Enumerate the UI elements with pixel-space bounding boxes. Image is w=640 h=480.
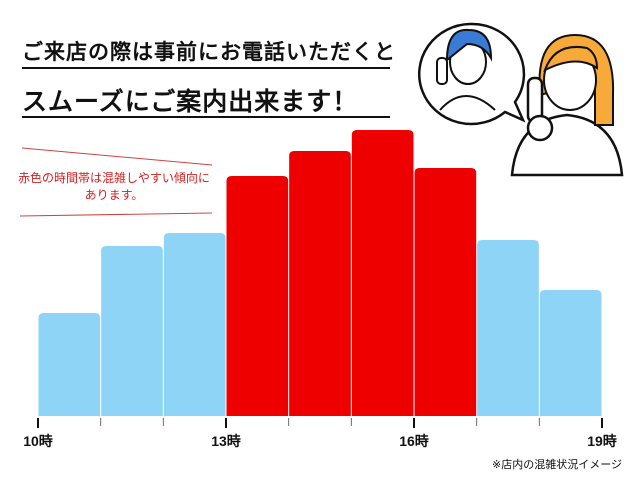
bar-13-14 [226, 176, 289, 416]
busy-time-annotation: 赤色の時間帯は混雑しやすい傾向に あります。 [14, 170, 214, 204]
headline-line-2: スムーズにご案内出来ます！ [22, 87, 359, 116]
headline-underline [22, 67, 390, 69]
bar-15-16 [351, 130, 414, 416]
x-tick-label: 10時 [23, 433, 53, 449]
bar-17-18 [477, 240, 539, 416]
annotation-line-top [21, 147, 213, 166]
x-tick-label: 19時 [587, 433, 617, 449]
annotation-text-line-1: 赤色の時間帯は混雑しやすい傾向に [18, 171, 210, 185]
bar-16-17 [414, 168, 477, 416]
bar-18-19 [539, 290, 602, 416]
bar-12-13 [163, 233, 226, 416]
x-tick-label: 16時 [399, 433, 429, 449]
annotation-line-bottom [19, 212, 213, 217]
woman-on-phone-speech-bubble-icon [417, 22, 526, 126]
bar-14-15 [289, 151, 351, 416]
annotation-text-line-2: あります。 [84, 188, 144, 202]
headline-underline [22, 116, 390, 118]
bar-11-12 [101, 246, 163, 416]
x-tick-label: 13時 [211, 433, 241, 449]
footnote: ※店内の混雑状況イメージ [492, 458, 622, 471]
headline-line-1: ご来店の際は事前にお電話いただくと [22, 40, 396, 64]
woman-on-phone-icon [510, 33, 624, 177]
bar-10-11 [38, 313, 101, 416]
